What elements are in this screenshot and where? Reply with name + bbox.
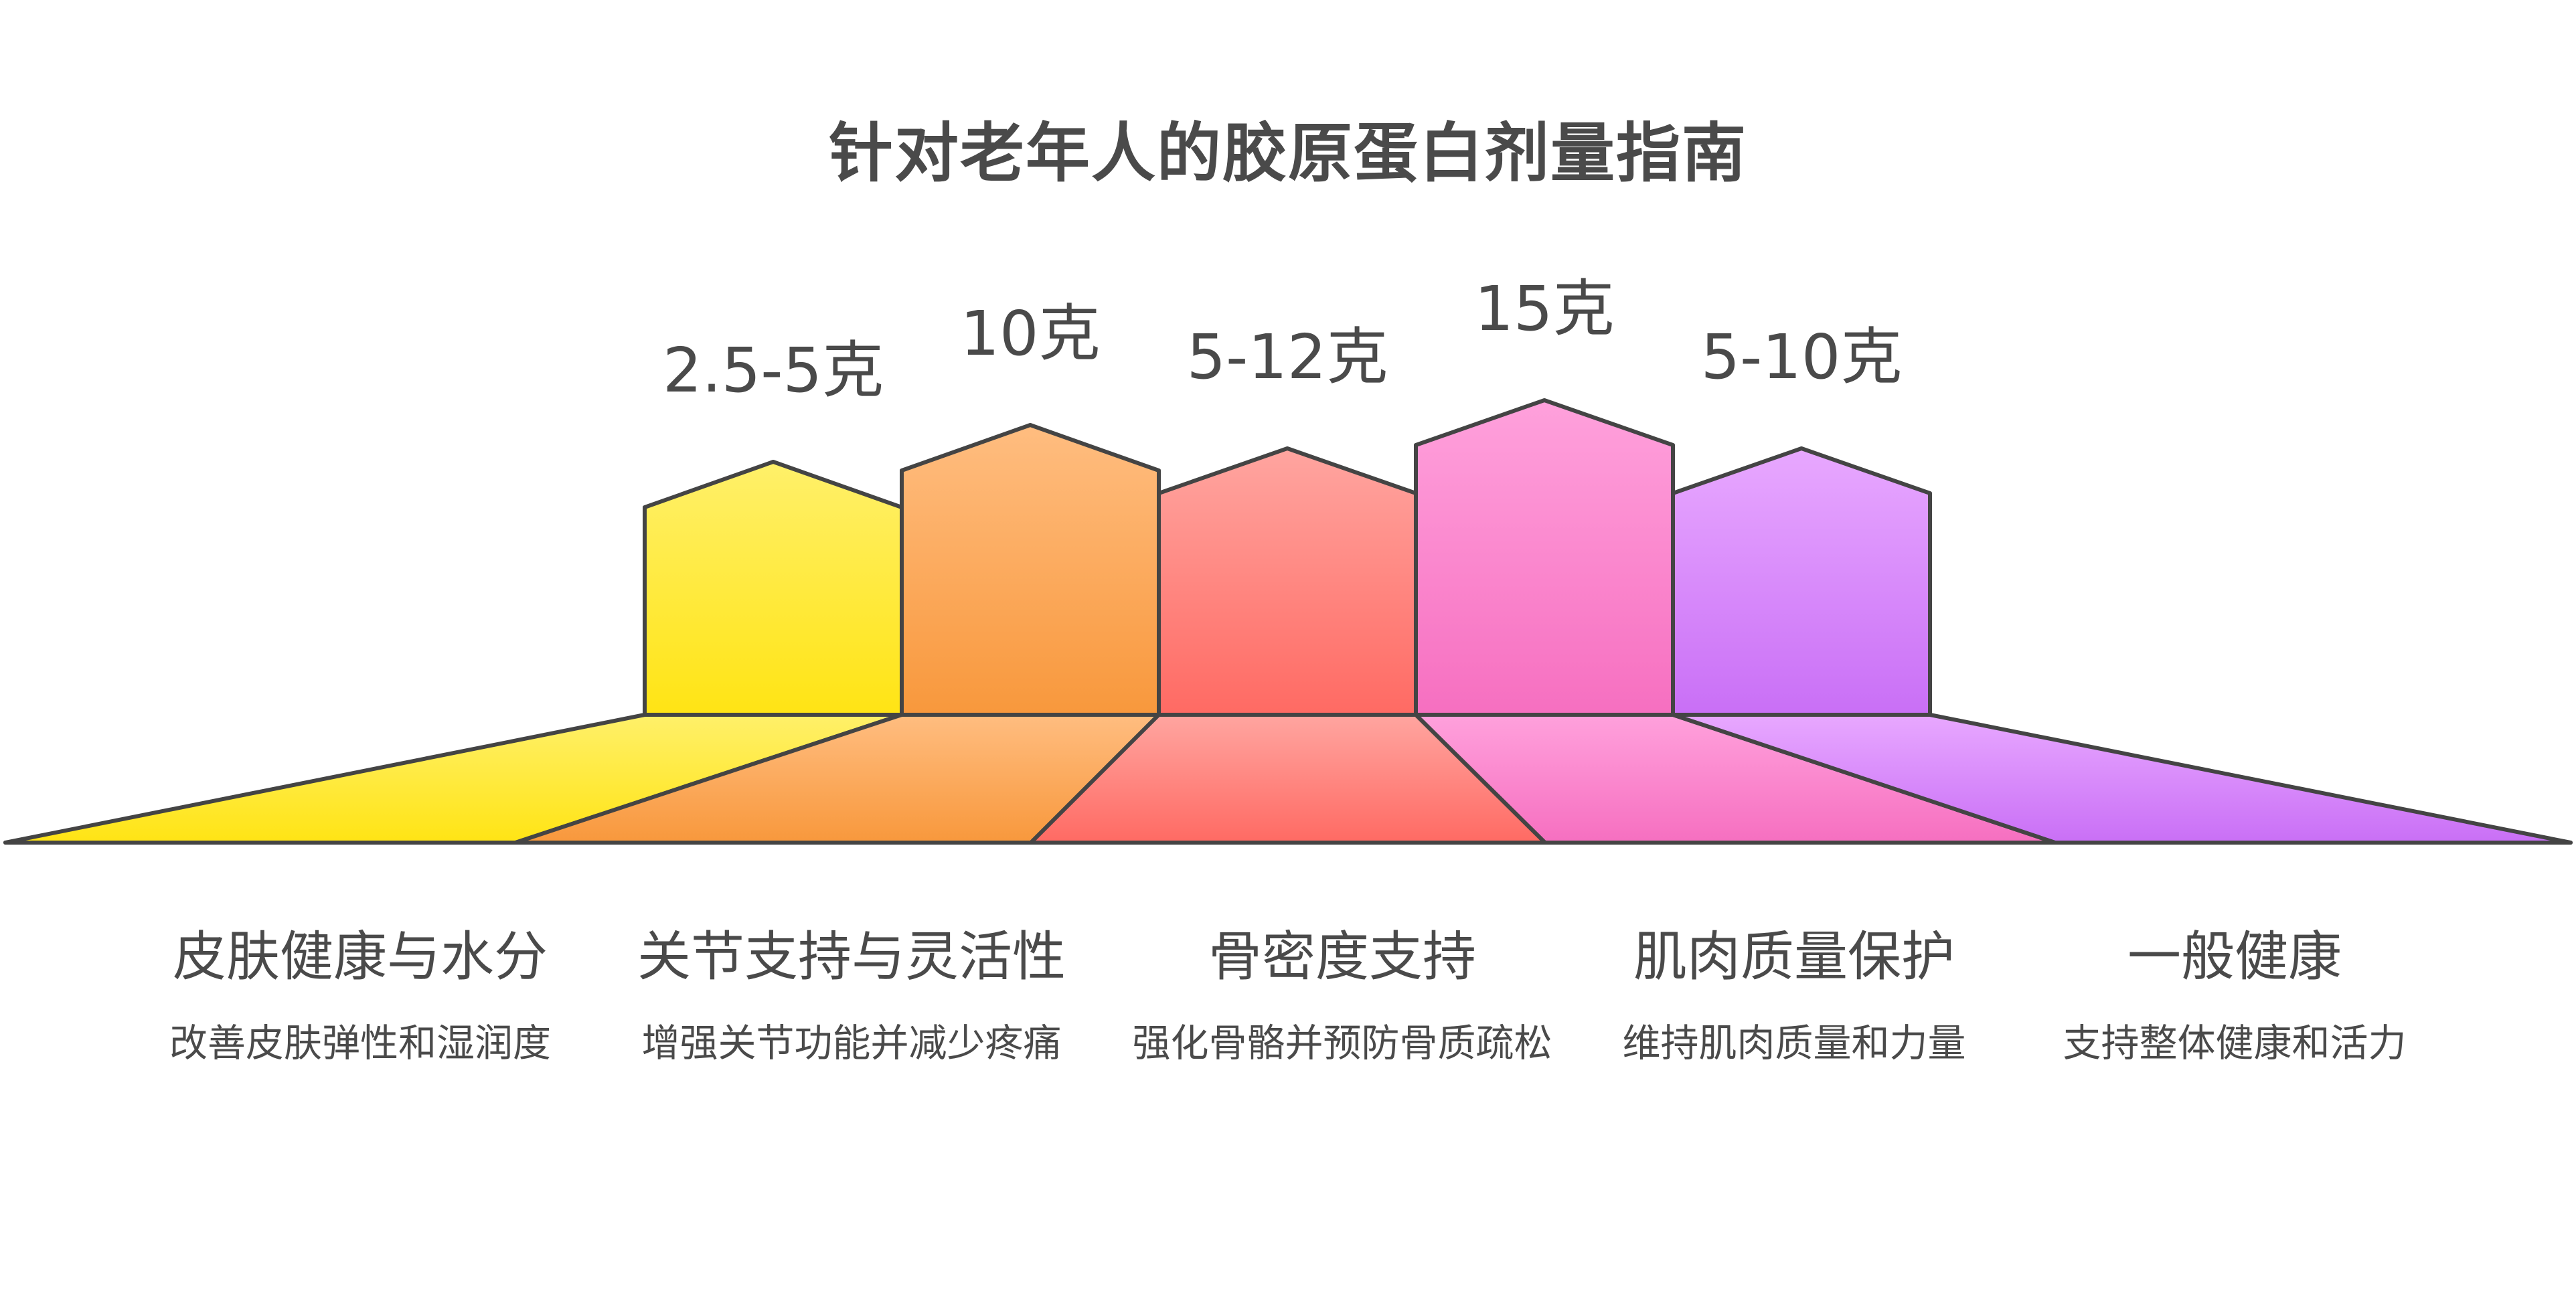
category-desc-joint: 增强关节功能并减少疼痛 (641, 1021, 1062, 1065)
category-title-skin: 皮肤健康与水分 (173, 926, 548, 988)
dose-label-skin: 2.5-5克 (663, 335, 884, 406)
category-title-muscle: 肌肉质量保护 (1633, 926, 1955, 988)
house-bone (1157, 446, 1418, 717)
category-bone: 骨密度支持 强化骨骼并预防骨质疏松 (1101, 924, 1583, 1068)
dose-labels: 2.5-5克 10克 5-12克 15克 5-10克 (663, 273, 1902, 406)
category-general: 一般健康 支持整体健康和活力 (1994, 924, 2476, 1068)
diagram-title: 针对老年人的胶原蛋白剂量指南 (829, 116, 1747, 191)
category-title-general: 一般健康 (2127, 926, 2342, 988)
house-muscle (1414, 398, 1675, 717)
category-title-bone: 骨密度支持 (1208, 926, 1476, 988)
dose-label-bone: 5-12克 (1187, 321, 1388, 393)
house-general (1671, 446, 1932, 717)
base-segments (3, 713, 2573, 845)
dose-houses (643, 398, 1932, 717)
house-skin (643, 460, 904, 717)
house-joint (900, 423, 1161, 717)
category-desc-skin: 改善皮肤弹性和湿润度 (169, 1021, 551, 1065)
category-desc-bone: 强化骨骼并预防骨质疏松 (1132, 1021, 1552, 1065)
category-joint: 关节支持与灵活性 增强关节功能并减少疼痛 (611, 924, 1093, 1068)
category-desc-muscle: 维持肌肉质量和力量 (1622, 1021, 1966, 1065)
category-muscle: 肌肉质量保护 维持肌肉质量和力量 (1553, 924, 2035, 1068)
category-title-joint: 关节支持与灵活性 (637, 926, 1066, 988)
category-skin: 皮肤健康与水分 改善皮肤弹性和湿润度 (119, 924, 601, 1068)
dose-label-general: 5-10克 (1701, 321, 1903, 393)
dose-label-joint: 10克 (960, 298, 1100, 369)
category-desc-general: 支持整体健康和活力 (2063, 1021, 2407, 1065)
dose-label-muscle: 15克 (1474, 273, 1614, 345)
